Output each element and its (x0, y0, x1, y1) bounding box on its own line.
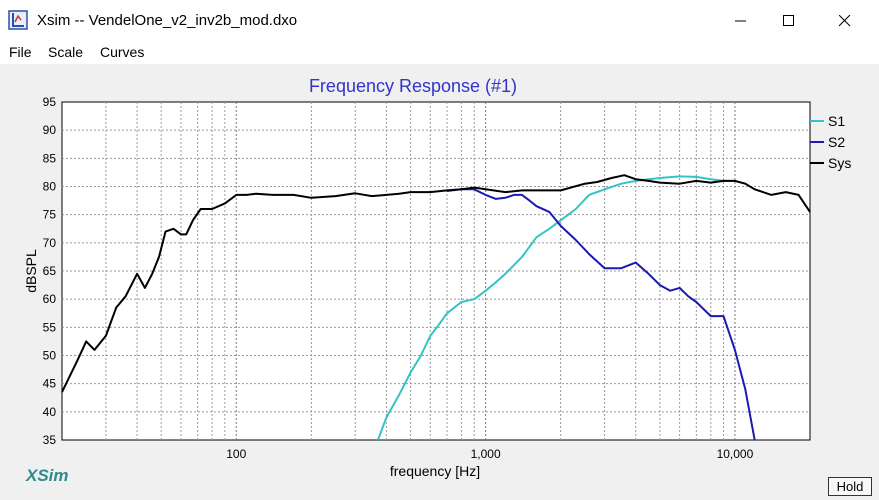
legend-label: S2 (828, 134, 845, 150)
hold-button[interactable]: Hold (828, 477, 872, 496)
y-axis-label: dBSPL (23, 249, 39, 293)
x-tick-label: 1,000 (471, 447, 501, 461)
minimize-button[interactable] (718, 0, 764, 42)
menu-curves[interactable]: Curves (100, 44, 145, 60)
y-tick-label: 50 (43, 349, 57, 363)
y-tick-label: 55 (43, 320, 57, 334)
xsim-logo: XSim (26, 466, 69, 485)
series-lines (61, 174, 811, 441)
x-tick-label: 100 (226, 447, 246, 461)
window-title: Xsim -- VendelOne_v2_inv2b_mod.dxo (37, 12, 298, 29)
y-tick-label: 70 (43, 236, 57, 250)
maximize-icon (783, 15, 794, 26)
app-icon (8, 10, 28, 30)
legend: S1 S2 Sys (810, 113, 851, 171)
menu-file[interactable]: File (9, 44, 32, 60)
x-axis-label: frequency [Hz] (390, 463, 480, 479)
legend-label: S1 (828, 113, 845, 129)
y-tick-label: 65 (43, 264, 57, 278)
legend-label: Sys (828, 155, 851, 171)
close-icon (839, 15, 851, 27)
frequency-response-chart: 35 40 45 50 55 60 65 70 75 80 85 90 95 100 1,000 10,00… (23, 76, 851, 479)
minimize-icon (735, 20, 746, 22)
chart-area: 35 40 45 50 55 60 65 70 75 80 85 90 95 100 1,000 10,00… (0, 64, 879, 500)
grid (62, 102, 810, 440)
y-tick-label: 85 (43, 151, 57, 165)
x-tick-labels: 100 1,000 10,000 (226, 447, 753, 461)
y-tick-label: 60 (43, 292, 57, 306)
maximize-button[interactable] (766, 0, 812, 42)
x-tick-label: 10,000 (717, 447, 754, 461)
menu-bar: File Scale Curves (0, 42, 879, 64)
menu-scale[interactable]: Scale (48, 44, 84, 60)
close-button[interactable] (822, 0, 868, 42)
series-line-s1 (376, 175, 735, 441)
series-line-s2 (446, 188, 756, 441)
y-tick-label: 40 (43, 405, 57, 419)
y-tick-labels: 35 40 45 50 55 60 65 70 75 80 85 90 95 (43, 95, 57, 447)
chart-title: Frequency Response (#1) (309, 76, 517, 96)
y-tick-label: 35 (43, 433, 57, 447)
y-tick-label: 95 (43, 95, 57, 109)
title-bar: Xsim -- VendelOne_v2_inv2b_mod.dxo (0, 0, 879, 42)
y-tick-label: 80 (43, 180, 57, 194)
y-tick-label: 45 (43, 377, 57, 391)
y-tick-label: 75 (43, 208, 57, 222)
y-tick-label: 90 (43, 123, 57, 137)
series-line-sys (61, 174, 811, 393)
